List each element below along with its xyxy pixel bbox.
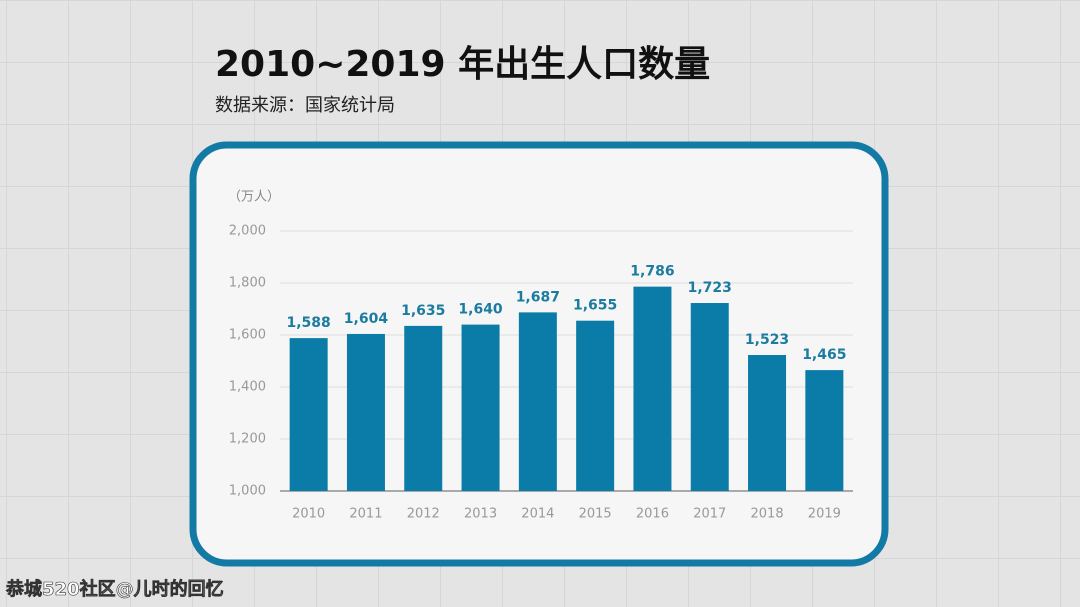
y-tick-label: 1,800 xyxy=(229,276,266,291)
bar xyxy=(346,333,385,491)
y-tick-label: 1,000 xyxy=(229,484,266,499)
x-tick-label: 2019 xyxy=(808,507,841,522)
value-label: 1,640 xyxy=(458,302,503,318)
x-tick-label: 2013 xyxy=(464,507,497,522)
value-label: 1,687 xyxy=(516,289,560,305)
x-tick-label: 2014 xyxy=(521,507,554,522)
chart-title: 2010~2019 年出生人口数量 xyxy=(215,44,710,85)
bar xyxy=(805,370,844,491)
bar xyxy=(633,286,672,491)
bar xyxy=(690,303,729,491)
y-tick-label: 2,000 xyxy=(229,224,266,239)
x-tick-label: 2011 xyxy=(349,507,382,522)
bar xyxy=(518,312,557,491)
y-axis-label: （万人） xyxy=(228,190,280,205)
y-tick-label: 1,400 xyxy=(229,380,266,395)
bar xyxy=(461,324,500,491)
x-tick-label: 2012 xyxy=(407,507,440,522)
x-tick-label: 2015 xyxy=(579,507,612,522)
value-label: 1,604 xyxy=(344,311,389,327)
watermark: 恭城520社区@儿时的回忆 xyxy=(5,578,224,600)
y-tick-label: 1,200 xyxy=(229,432,266,447)
value-label: 1,635 xyxy=(401,303,445,319)
bar xyxy=(289,338,328,491)
x-tick-label: 2016 xyxy=(636,507,669,522)
value-label: 1,723 xyxy=(688,280,732,296)
value-label: 1,465 xyxy=(802,347,846,363)
bar xyxy=(576,320,615,491)
value-label: 1,786 xyxy=(630,264,674,280)
bar xyxy=(404,325,443,491)
y-tick-label: 1,600 xyxy=(229,328,266,343)
bar xyxy=(748,355,787,491)
x-tick-label: 2018 xyxy=(751,507,784,522)
x-tick-label: 2010 xyxy=(292,507,325,522)
x-tick-label: 2017 xyxy=(693,507,726,522)
value-label: 1,655 xyxy=(573,298,617,314)
value-label: 1,523 xyxy=(745,332,789,348)
value-label: 1,588 xyxy=(287,315,331,331)
chart-subtitle: 数据来源：国家统计局 xyxy=(215,95,395,116)
